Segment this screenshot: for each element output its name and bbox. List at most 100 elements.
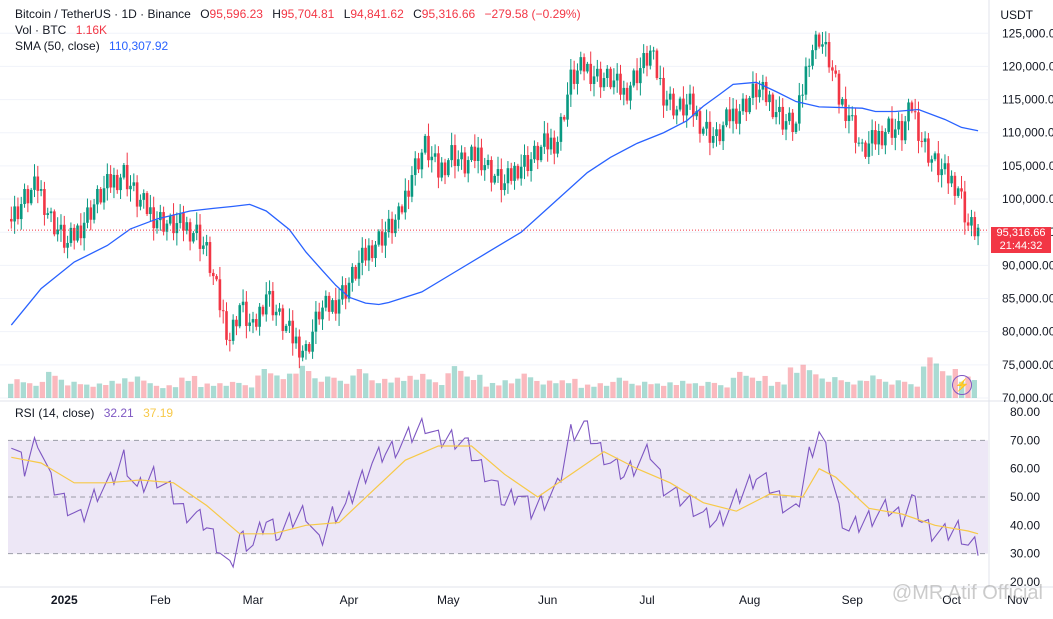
candle-body <box>877 131 881 145</box>
candle-body <box>642 53 645 69</box>
rsi-tick-label: 40.00 <box>1010 518 1040 532</box>
rsi-tick-label: 70.00 <box>1010 433 1040 447</box>
candle-body <box>946 163 950 184</box>
volume-bar <box>762 375 768 398</box>
price-tick-label: 120,000.00 <box>1002 59 1053 73</box>
volume-bar <box>470 380 477 398</box>
lightning-icon[interactable]: ⚡ <box>952 375 972 395</box>
volume-bar <box>261 369 267 398</box>
candle-body <box>13 206 16 222</box>
volume-bar <box>565 383 572 398</box>
candle-body <box>599 68 602 88</box>
volume-bar <box>451 366 458 398</box>
candle-body <box>82 222 86 239</box>
candle-body <box>844 98 847 122</box>
volume-bar <box>800 364 806 398</box>
candle-body <box>854 115 857 143</box>
candle-body <box>589 63 593 84</box>
candle-body <box>976 227 980 237</box>
candle-body <box>486 159 490 166</box>
volume-bar <box>527 377 534 398</box>
candle-body <box>483 165 487 171</box>
candle-body <box>731 108 735 122</box>
candle-body <box>728 109 732 122</box>
candle-body <box>274 311 278 316</box>
volume-bar <box>794 372 800 398</box>
candle-body <box>821 44 824 47</box>
volume-bar <box>375 383 382 398</box>
candle-body <box>701 128 705 134</box>
candle-body <box>645 53 649 66</box>
candle-body <box>566 94 569 120</box>
candle-body <box>880 131 884 146</box>
candle-body <box>420 152 424 170</box>
volume-bar <box>134 376 141 398</box>
volume-bar <box>445 373 451 398</box>
volume-bar <box>920 366 927 398</box>
volume-bar <box>648 384 654 398</box>
candle-body <box>268 290 271 295</box>
candle-body <box>884 131 887 146</box>
candle-body <box>331 300 334 312</box>
volume-bar <box>844 381 851 398</box>
time-tick-label: Aug <box>739 593 760 607</box>
candle-body <box>192 233 195 242</box>
candle-body <box>407 190 410 197</box>
candle-body <box>109 174 112 188</box>
volume-bar <box>718 385 724 398</box>
candle-body <box>36 176 40 191</box>
volume-bar <box>724 387 730 398</box>
candle-body <box>874 130 877 145</box>
last-price-tag: 95,316.66 21:44:32 <box>991 227 1051 253</box>
rsi-legend: RSI (14, close) 32.21 37.19 <box>15 406 179 421</box>
candle-body <box>764 82 768 103</box>
candle-body <box>291 320 295 344</box>
candle-body <box>16 206 20 220</box>
volume-bar <box>96 383 103 398</box>
candle-body <box>327 295 331 312</box>
volume-bar <box>521 373 527 398</box>
candle-body <box>188 222 192 242</box>
candle-body <box>529 159 533 172</box>
time-tick-label: 2025 <box>51 593 78 607</box>
candle-body <box>238 305 242 327</box>
candle-body <box>86 207 89 223</box>
volume-bar <box>939 371 946 398</box>
volume-bar <box>109 380 115 398</box>
candle-body <box>307 344 311 352</box>
candle-body <box>953 175 957 196</box>
volume-bar <box>280 379 286 398</box>
candle-body <box>433 153 437 157</box>
volume-bar <box>730 377 737 398</box>
candle-body <box>622 87 626 95</box>
candle-body <box>413 158 417 176</box>
candle-body <box>139 199 142 207</box>
candle-body <box>629 85 632 101</box>
candle-body <box>466 160 470 174</box>
candle-body <box>937 153 940 176</box>
volume-bar <box>369 380 375 398</box>
volume-bar <box>458 370 464 398</box>
price-tick-label: 115,000.00 <box>1002 93 1053 107</box>
volume-bar <box>851 384 857 398</box>
price-tick-label: 90,000.00 <box>1002 258 1053 272</box>
volume-bar <box>882 381 889 398</box>
volume-bar <box>382 378 388 398</box>
candle-body <box>122 164 126 178</box>
candle-body <box>185 222 189 231</box>
volume-bar <box>172 387 179 398</box>
time-tick-label: Jun <box>538 593 557 607</box>
candle-body <box>255 319 258 327</box>
candle-body <box>917 112 920 141</box>
candle-body <box>152 207 155 229</box>
candle-body <box>897 120 900 130</box>
candle-body <box>841 98 844 105</box>
candle-body <box>162 212 165 232</box>
candle-body <box>317 311 321 320</box>
price-tick-label: 80,000.00 <box>1002 325 1053 339</box>
volume-bar <box>901 381 908 398</box>
candle-body <box>927 138 930 163</box>
volume-bar <box>477 374 483 398</box>
candle-body <box>99 188 103 203</box>
